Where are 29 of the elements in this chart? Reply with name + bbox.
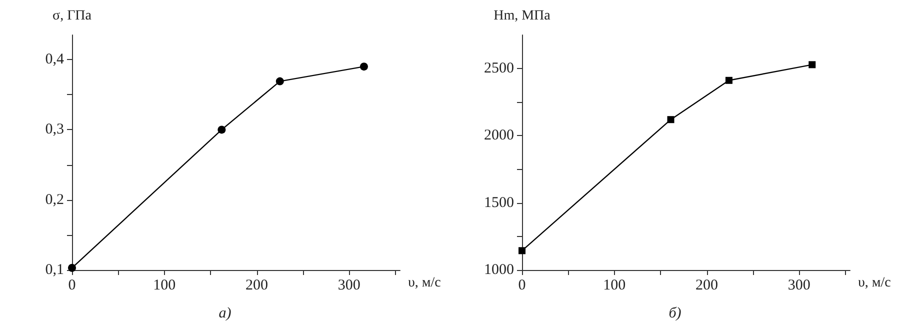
x-axis-title: υ, м/с	[858, 276, 891, 290]
point	[276, 77, 284, 86]
x-tick-label: 200	[246, 278, 268, 294]
y-tick-label: 1000	[484, 262, 514, 278]
x-tick-label: 100	[603, 278, 626, 294]
y-tick-label: 0,1	[45, 262, 64, 278]
y-axis-title: σ, ГПа	[52, 8, 92, 24]
point	[518, 247, 526, 254]
point	[808, 61, 816, 68]
y-tick-label: 0,3	[45, 122, 64, 138]
text: а)	[218, 306, 232, 322]
y-tick-label: 2500	[484, 60, 514, 77]
x-tick-label: 0	[68, 278, 76, 294]
point	[725, 76, 732, 84]
x-tick-label: 300	[338, 278, 360, 294]
y-axis-title: Hm, МПа	[494, 8, 552, 24]
point	[667, 116, 674, 124]
point	[360, 62, 368, 71]
x-tick-label: 200	[696, 278, 718, 294]
x-axis-title: υ, м/с	[408, 276, 441, 290]
y-tick-label: 2000	[484, 128, 514, 144]
x-tick-label: 0	[518, 278, 526, 294]
x-tick-label: 300	[788, 278, 810, 294]
text: б)	[668, 306, 682, 322]
y-tick-label: 0,4	[45, 52, 64, 68]
point	[218, 126, 226, 134]
x-tick-label: 100	[153, 278, 176, 294]
y-tick-label: 0,2	[45, 192, 64, 208]
y-tick-label: 1500	[484, 194, 514, 211]
